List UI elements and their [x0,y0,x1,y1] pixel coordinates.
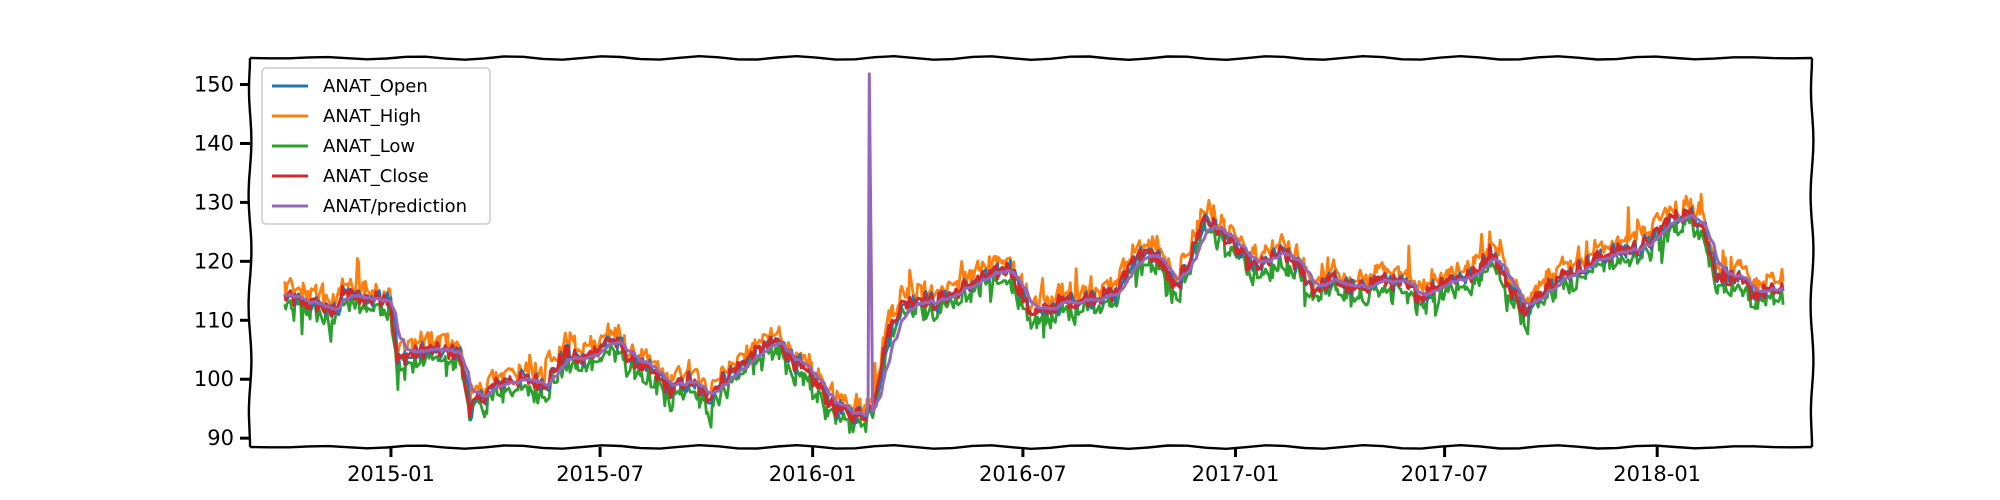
prediction-series-line [283,72,1784,418]
legend: ANAT_Open ANAT_High ANAT_Low ANAT_Close ANAT… [261,67,491,225]
frame-left [247,57,253,447]
x-tick-label: 2016-07 [979,462,1067,486]
y-tick-label: 100 [194,367,234,391]
x-tick-label: 2017-01 [1192,462,1280,486]
low-series-line [283,212,1785,434]
legend-label: ANAT_Low [323,136,415,157]
x-tick-label: 2015-01 [347,462,435,486]
x-tick-label: 2017-07 [1401,462,1489,486]
x-tick-label: 2015-07 [556,462,644,486]
legend-label: ANAT_Open [323,76,428,97]
series-layer [283,72,1785,434]
legend-box [261,67,491,225]
y-tick-label: 130 [194,190,234,214]
x-tick-label: 2018-01 [1613,462,1701,486]
y-tick-label: 140 [194,131,234,155]
legend-label: ANAT_Close [323,166,429,187]
frame-bottom [249,443,1813,451]
y-tick-label: 90 [207,426,234,450]
high-series-line [283,192,1785,420]
frame-right [1809,57,1815,447]
legend-label: ANAT_High [323,106,421,127]
axes-frame [247,54,1815,451]
x-tick-label: 2016-01 [769,462,857,486]
legend-label: ANAT/prediction [323,196,467,217]
y-tick-label: 150 [194,73,234,97]
y-tick-label: 110 [194,308,234,332]
axis-ticks: 90 100 110 120 130 140 150 2015-01 2015-07 2016-0… [194,73,1701,486]
y-tick-label: 120 [194,249,234,273]
frame-top [249,54,1813,62]
